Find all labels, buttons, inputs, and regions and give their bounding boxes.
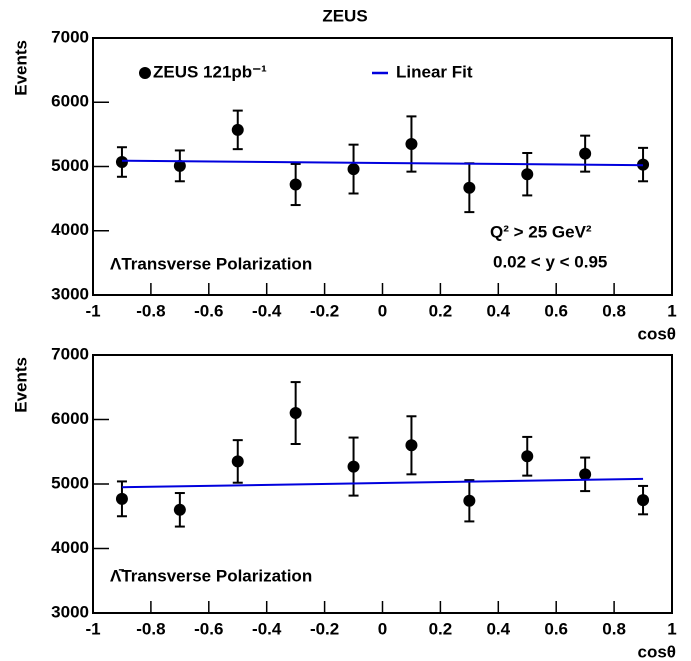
- y-tick-label: 5000: [51, 473, 89, 492]
- fit-line: [121, 159, 644, 167]
- annotation: 0.02 < y < 0.95: [493, 252, 607, 271]
- annotation: Q² > 25 GeV²: [490, 222, 592, 241]
- x-axis-label: cosθ: [638, 642, 676, 661]
- data-point: [173, 503, 186, 516]
- chart-title: ZEUS: [322, 6, 367, 25]
- annotation: Λ̄Transverse Polarization: [110, 566, 312, 585]
- x-tick-label: -0.4: [252, 619, 282, 638]
- y-tick-label: 3000: [51, 284, 89, 303]
- data-point: [115, 492, 128, 505]
- data-point: [521, 168, 534, 181]
- x-tick-label: 0.6: [544, 619, 568, 638]
- data-point: [521, 450, 534, 463]
- y-tick-label: 7000: [51, 27, 89, 46]
- data-point: [289, 407, 302, 420]
- x-tick-label: -0.8: [136, 619, 165, 638]
- x-tick-label: -0.6: [194, 619, 223, 638]
- x-tick-label: 0.4: [486, 301, 510, 320]
- data-point: [405, 138, 418, 151]
- x-tick-label: 0.6: [544, 301, 568, 320]
- data-point: [579, 468, 592, 481]
- x-tick-label: -0.8: [136, 301, 165, 320]
- data-point: [463, 181, 476, 194]
- data-point: [347, 460, 360, 473]
- y-axis-label: Events: [11, 357, 30, 413]
- x-tick-label: 0.4: [486, 619, 510, 638]
- data-point: [115, 156, 128, 169]
- x-tick-label: 1: [667, 301, 676, 320]
- y-tick-label: 4000: [51, 220, 89, 239]
- annotation: ΛTransverse Polarization: [110, 254, 312, 273]
- y-tick-label: 7000: [51, 344, 89, 363]
- data-point: [173, 159, 186, 172]
- x-tick-label: -0.2: [310, 619, 339, 638]
- data-point: [637, 494, 650, 507]
- x-tick-label: 0: [378, 619, 387, 638]
- x-axis-label: cosθ: [638, 324, 676, 343]
- y-tick-label: 5000: [51, 156, 89, 175]
- x-tick-label: -0.6: [194, 301, 223, 320]
- data-point: [405, 439, 418, 452]
- legend-label: ZEUS 121pb⁻¹: [153, 62, 267, 81]
- x-tick-label: 0.8: [602, 619, 626, 638]
- x-tick-label: -1: [85, 619, 100, 638]
- x-tick-label: 1: [667, 619, 676, 638]
- x-tick-label: 0.2: [429, 301, 453, 320]
- data-point: [231, 123, 244, 136]
- data-point: [463, 494, 476, 507]
- x-tick-label: 0.8: [602, 301, 626, 320]
- data-point: [231, 455, 244, 468]
- legend-marker: [139, 67, 151, 79]
- y-tick-label: 6000: [51, 409, 89, 428]
- x-tick-label: -1: [85, 301, 100, 320]
- data-point: [347, 163, 360, 176]
- y-tick-label: 6000: [51, 92, 89, 111]
- y-axis-label: Events: [11, 40, 30, 96]
- y-tick-label: 4000: [51, 538, 89, 557]
- fit-line: [121, 477, 644, 489]
- data-point: [579, 147, 592, 160]
- legend-label: Linear Fit: [396, 62, 473, 81]
- x-tick-label: 0: [378, 301, 387, 320]
- x-tick-label: -0.4: [252, 301, 282, 320]
- data-point: [289, 178, 302, 191]
- y-tick-label: 3000: [51, 602, 89, 621]
- x-tick-label: 0.2: [429, 619, 453, 638]
- x-tick-label: -0.2: [310, 301, 339, 320]
